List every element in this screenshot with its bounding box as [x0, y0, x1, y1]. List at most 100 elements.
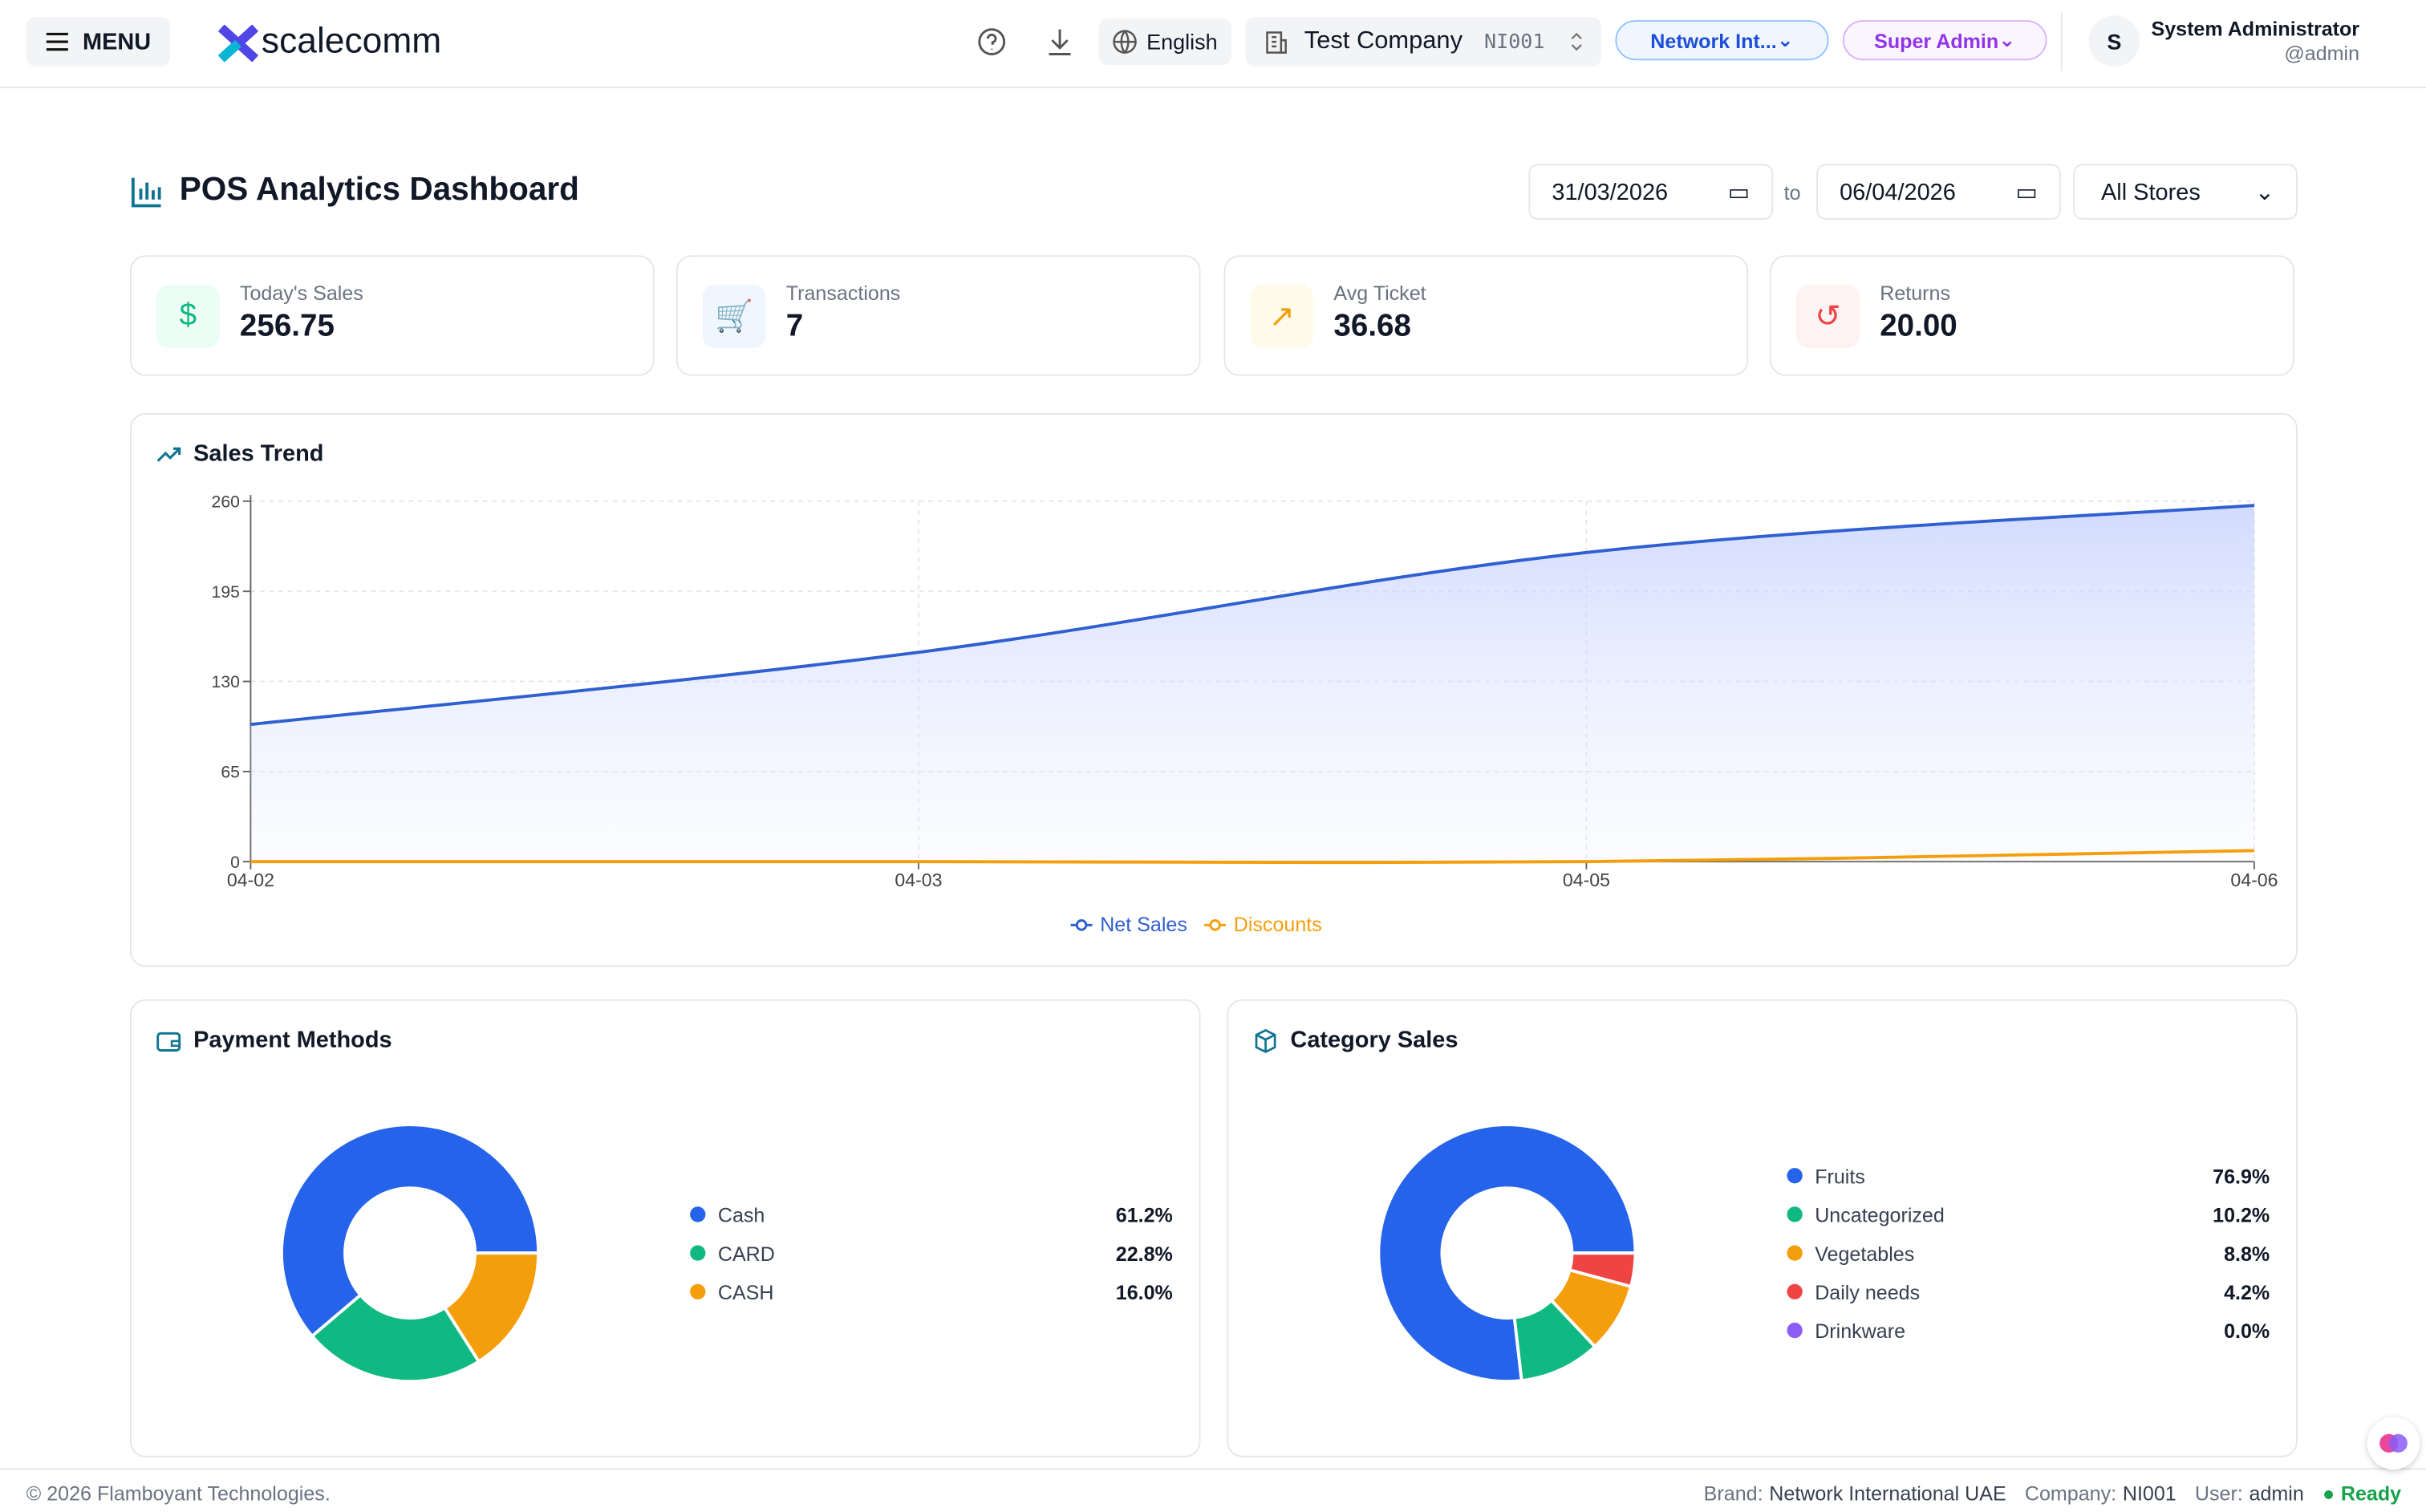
store-select[interactable]: All Stores ⌄: [2073, 164, 2298, 220]
kpi-card: [675, 255, 1201, 376]
role-select[interactable]: Super Admin ⌄: [1842, 20, 2047, 61]
kpi-icon: $: [156, 284, 220, 348]
date-separator: to: [1783, 180, 1801, 205]
pie-slice: [442, 1251, 541, 1364]
kpi-icon: 🛒: [702, 284, 766, 348]
legend-label: CASH: [718, 1282, 774, 1304]
divider: [2060, 12, 2063, 71]
x-tick-label: 04-06: [2230, 870, 2278, 890]
legend-dot: [1787, 1168, 1803, 1184]
brand-select[interactable]: Network Int... ⌄: [1615, 20, 1829, 61]
value-label: 16.0%: [1116, 1282, 1173, 1304]
company-name: Test Company: [1304, 27, 1463, 55]
box-icon: [1255, 1028, 1276, 1053]
x-tick-label: 04-02: [227, 870, 274, 890]
wallet-icon: [156, 1032, 181, 1052]
legend-dot: [1787, 1322, 1803, 1339]
value-label: 8.8%: [2224, 1243, 2270, 1266]
line: [250, 849, 2254, 865]
pie-slice: [1377, 1123, 1637, 1384]
user-name: System Administrator: [2151, 17, 2360, 41]
value-label: 76.9%: [2213, 1165, 2270, 1188]
kpi-icon: ↗: [1250, 284, 1314, 348]
legend-marker: [1075, 919, 1088, 931]
kpi-value: 36.68: [1333, 309, 1411, 344]
x-tick-label: 04-05: [1563, 870, 1610, 890]
kpi-label: Avg Ticket: [1333, 281, 1426, 305]
legend-dot: [690, 1206, 706, 1222]
brand: Network International UAE: [1769, 1482, 2006, 1506]
avatar[interactable]: S: [2088, 15, 2140, 67]
kpi-label: Returns: [1880, 281, 1951, 305]
kpi-icon: ↺: [1796, 284, 1860, 348]
area: [250, 505, 2254, 862]
language-button[interactable]: English: [1098, 18, 1232, 65]
legend-dot: [1787, 1206, 1803, 1222]
value-label: 61.2%: [1116, 1205, 1173, 1227]
menu-icon: [47, 32, 69, 51]
company-select[interactable]: Test Company NI001: [1245, 17, 1602, 67]
menu-button[interactable]: MENU: [26, 17, 171, 67]
legend-dot: [690, 1245, 706, 1261]
legend-label: Fruits: [1815, 1165, 1865, 1188]
brand: Network Int...: [1650, 28, 1777, 52]
legend-label: Uncategorized: [1815, 1205, 1945, 1227]
download-button[interactable]: [1045, 26, 1076, 58]
value-label: 4.2%: [2224, 1282, 2270, 1304]
logo-text: scalecomm: [261, 20, 442, 61]
legend-dot: [690, 1283, 706, 1299]
kpi-card: [129, 255, 655, 376]
date-from[interactable]: 31/03/2026 ▭: [1528, 164, 1774, 220]
header: MENU scalecomm English Test Company NI00…: [0, 0, 2426, 88]
legend-label: CARD: [718, 1243, 775, 1266]
page-title: POS Analytics Dashboard: [179, 172, 579, 208]
legend-label: Net Sales: [1100, 914, 1187, 936]
legend-label: Drinkware: [1815, 1320, 1905, 1343]
x-tick-label: 04-03: [895, 870, 942, 890]
trend-icon: [156, 447, 181, 462]
kpi-label: Transactions: [785, 281, 901, 305]
building-icon: [1266, 31, 1287, 54]
kpi-label: Today's Sales: [239, 281, 363, 305]
globe-icon: [1113, 30, 1137, 54]
copyright: © 2026 Flamboyant Technologies.: [26, 1482, 331, 1506]
legend-dot: [1787, 1245, 1803, 1261]
pie-slice: [280, 1123, 541, 1339]
footer-border: [0, 1468, 2426, 1470]
value-label: 22.8%: [1116, 1243, 1173, 1266]
help-button[interactable]: [976, 26, 1008, 58]
chart-title: Payment Methods: [193, 1027, 392, 1054]
legend-label: Discounts: [1234, 914, 1322, 936]
user-handle: @admin: [2284, 42, 2360, 65]
kpi-value: 256.75: [239, 309, 335, 344]
menu-text: MENU: [82, 28, 152, 55]
assistant-icon: [2379, 1433, 2408, 1453]
y-tick-label: 0: [230, 853, 240, 872]
kpi-value: 7: [785, 309, 804, 344]
company: NI001: [2122, 1482, 2177, 1506]
date-from-text: 31/03/2026: [1552, 178, 1669, 205]
language: English: [1146, 29, 1218, 55]
legend-label: Cash: [718, 1205, 765, 1227]
kpi-card: [1770, 255, 2295, 376]
pie-slice: [310, 1292, 481, 1384]
date-to-text: 06/04/2026: [1840, 178, 1956, 205]
y-tick-label: 260: [212, 493, 240, 512]
role: Super Admin: [1874, 28, 1999, 52]
legend-label: Vegetables: [1815, 1243, 1914, 1266]
user: admin: [2249, 1482, 2304, 1506]
assistant-button[interactable]: [2367, 1417, 2420, 1470]
company-label: Company:: [2024, 1482, 2117, 1506]
y-tick-label: 130: [212, 673, 240, 691]
store: All Stores: [2100, 178, 2201, 205]
y-tick-label: 195: [212, 583, 240, 602]
chevrons: [1572, 32, 1583, 51]
legend-dot: [1787, 1283, 1803, 1299]
logo-icon: [217, 24, 259, 63]
chart-title: Sales Trend: [193, 440, 324, 468]
value-label: 0.0%: [2224, 1320, 2270, 1343]
date-to[interactable]: 06/04/2026 ▭: [1816, 164, 2061, 220]
